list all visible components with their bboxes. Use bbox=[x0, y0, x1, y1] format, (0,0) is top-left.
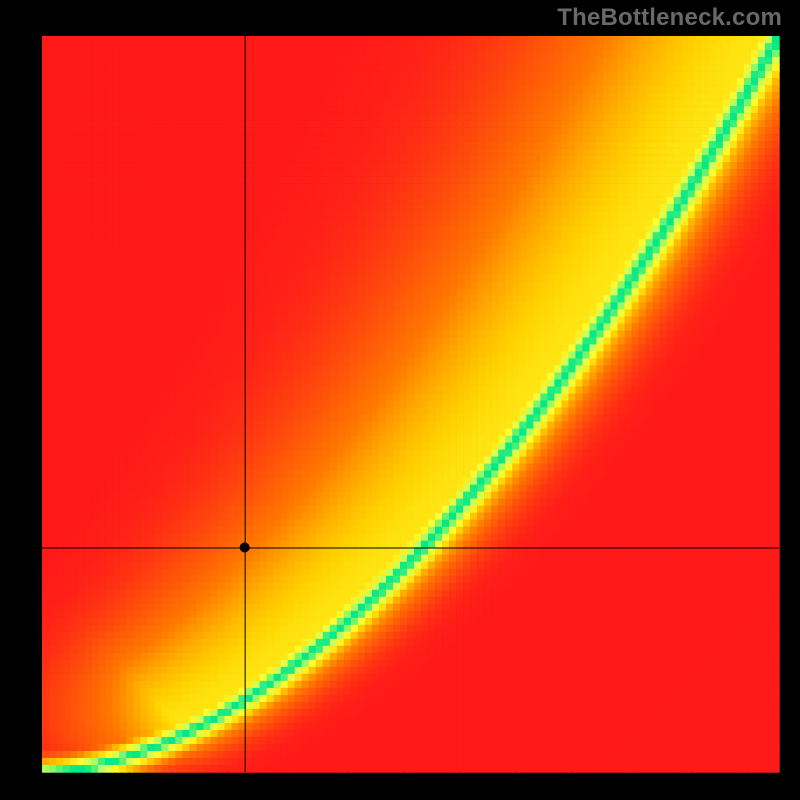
watermark-text: TheBottleneck.com bbox=[557, 4, 782, 32]
bottleneck-heatmap bbox=[0, 0, 800, 800]
